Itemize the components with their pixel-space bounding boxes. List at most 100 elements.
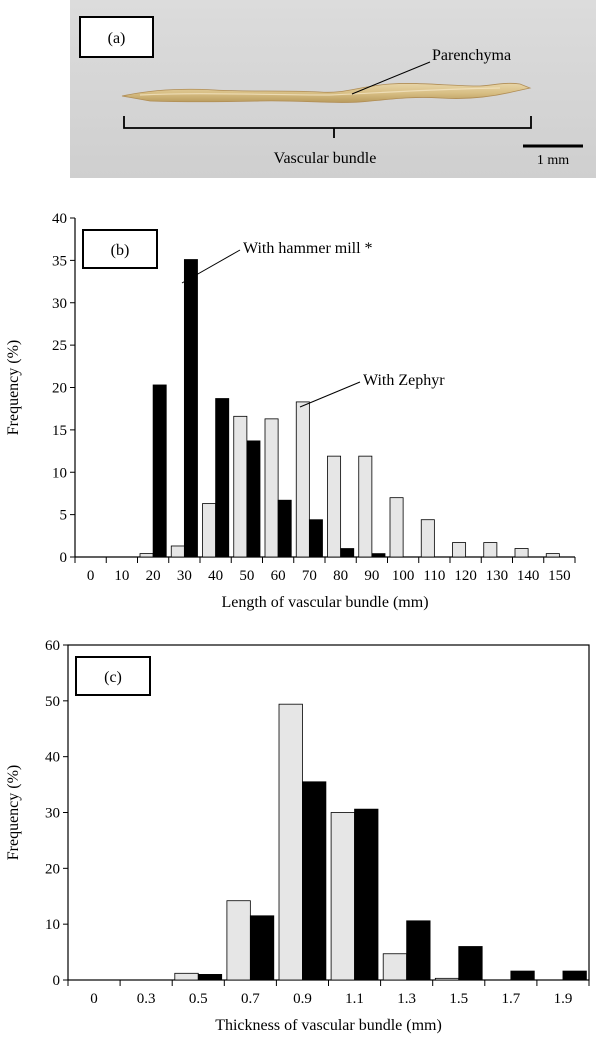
x-tick-label: 80 [333,568,348,584]
hammer-mill-annotation: With hammer mill * [243,240,373,257]
zephyr-annotation: With Zephyr [363,372,445,389]
x-tick-label: 90 [364,568,379,584]
y-tick-label: 10 [52,465,67,481]
y-tick-label: 50 [45,694,60,710]
zephyr-bar [139,553,154,558]
hammer-mill-bar [354,808,379,981]
x-tick-label: 1.3 [397,991,416,1007]
zephyr-bar [327,455,342,558]
hammer-mill-leader-line [181,249,241,284]
hammer-mill-bar [215,398,230,558]
x-tick-label: 1.9 [554,991,573,1007]
zephyr-bar [382,953,408,981]
parenchyma-leader-line [351,61,431,95]
zephyr-bar [330,812,355,981]
hammer-mill-bar [510,970,535,981]
x-tick-label: 50 [239,568,254,584]
hammer-mill-bar [458,946,483,981]
y-axis-title: Frequency (%) [5,340,22,436]
panel-label-box [82,229,158,269]
zephyr-leader-line [299,381,361,408]
x-axis-title: Length of vascular bundle (mm) [221,594,428,611]
hammer-mill-bar [371,553,386,558]
hammer-mill-bar [183,259,198,558]
panel-a-label: (a) [108,30,126,47]
parenchyma-label: Parenchyma [432,47,511,64]
hammer-mill-bar [152,384,167,558]
y-tick-label: 20 [52,381,67,397]
zephyr-bar [233,415,248,558]
panel-a-label-box [79,16,154,58]
hammer-mill-bar [246,440,261,558]
y-axis-title: Frequency (%) [5,765,22,861]
zephyr-bar [278,703,303,981]
y-tick-label: 35 [52,253,67,269]
x-tick-label: 20 [146,568,161,584]
fiber-highlight [139,87,501,96]
y-tick-label: 0 [53,973,61,989]
x-tick-label: 150 [548,568,571,584]
zephyr-bar [389,497,404,558]
x-tick-label: 10 [114,568,129,584]
hammer-mill-bar [308,519,323,558]
y-tick-label: 25 [52,338,67,354]
x-tick-label: 100 [392,568,415,584]
x-tick-label: 0 [90,991,98,1007]
x-tick-label: 110 [423,568,445,584]
x-tick-label: 1.1 [345,991,364,1007]
y-tick-label: 30 [52,296,67,312]
y-tick-label: 40 [45,750,60,766]
hammer-mill-bar [277,499,292,558]
x-tick-label: 0.7 [241,991,260,1007]
panel-label: (b) [111,242,130,259]
zephyr-bar [264,418,279,558]
x-tick-label: 0 [87,568,95,584]
x-tick-label: 30 [177,568,192,584]
x-tick-label: 140 [517,568,540,584]
zephyr-bar [295,401,310,558]
x-tick-label: 1.7 [501,991,520,1007]
zephyr-bar [545,553,560,558]
x-tick-label: 40 [208,568,223,584]
fiber-bundle-picture [121,82,532,103]
chart-c: 0 10 20 30 40 50 60 0 0.3 0.5 0.7 0.9 1.1 1.3 1.5 1.7 1.… [5,638,590,1034]
y-tick-label: 20 [45,861,60,877]
panel-label: (c) [104,669,122,686]
zephyr-bar [452,542,467,558]
chart-b: 0 5 10 15 20 25 30 35 40 0 10 20 30 40 50 60 70 80 90 100 11… [5,211,576,611]
x-tick-label: 1.5 [449,991,468,1007]
hammer-mill-bar [406,920,431,981]
zephyr-bar [420,519,435,558]
zephyr-bar [202,503,217,558]
x-tick-label: 0.3 [137,991,156,1007]
x-tick-label: 70 [302,568,317,584]
hammer-mill-bar [249,915,275,981]
vascular-bundle-label: Vascular bundle [274,150,377,167]
zephyr-bar [226,900,251,981]
panel-a: (a) Parenchyma Vascular bundle 1 mm [70,0,596,178]
x-tick-label: 0.9 [293,991,312,1007]
zephyr-bar [434,977,460,981]
zephyr-bar [170,545,185,558]
hammer-mill-bar [197,974,223,981]
y-tick-label: 15 [52,423,67,439]
zephyr-bar [174,972,199,981]
scale-bar-label: 1 mm [537,153,569,168]
y-tick-label: 0 [60,550,68,566]
zephyr-bar [514,548,529,558]
zephyr-bar [483,542,498,558]
x-axis-title: Thickness of vascular bundle (mm) [215,1017,442,1034]
y-tick-label: 40 [52,211,67,227]
hammer-mill-bar [302,781,327,981]
x-tick-label: 0.5 [189,991,208,1007]
y-tick-label: 30 [45,806,60,822]
y-tick-label: 10 [45,917,60,933]
x-tick-label: 120 [454,568,477,584]
zephyr-bar [358,455,373,558]
vascular-bundle-bracket [123,116,532,138]
y-tick-label: 5 [60,508,68,524]
x-tick-label: 130 [486,568,509,584]
hammer-mill-bar [340,548,355,558]
hammer-mill-bar [562,970,587,981]
